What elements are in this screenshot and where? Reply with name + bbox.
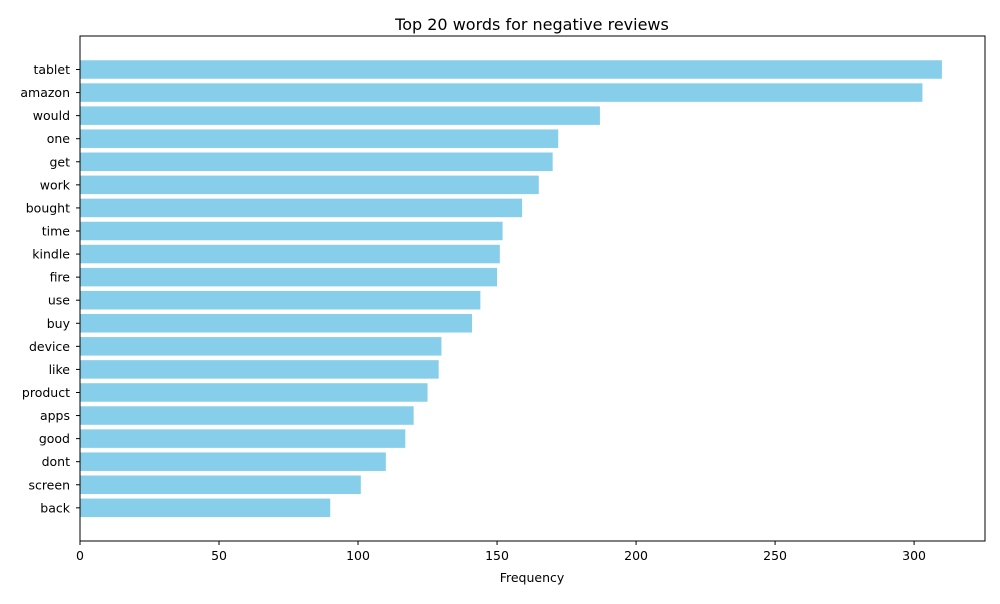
- y-tick-label: kindle: [32, 247, 70, 262]
- bar-good: [80, 429, 406, 448]
- plot-frame: [79, 35, 986, 542]
- bar-tablet: [80, 60, 942, 79]
- y-tick-label: good: [39, 431, 70, 446]
- bar-device: [80, 337, 442, 356]
- y-tick-label: time: [42, 223, 71, 238]
- bar-like: [80, 360, 439, 379]
- y-tick-label: use: [48, 293, 70, 308]
- bar-fire: [80, 267, 498, 287]
- x-tick-label: 0: [76, 548, 84, 563]
- x-axis-label: Frequency: [500, 570, 565, 585]
- bar-work: [80, 175, 539, 195]
- bars-group: [80, 60, 942, 518]
- bar-bought: [80, 198, 523, 218]
- y-tick-label: tablet: [33, 62, 70, 77]
- y-tick-label: device: [29, 339, 70, 354]
- y-tick-label: dont: [42, 454, 71, 469]
- bar-one: [80, 129, 559, 148]
- bar-would: [80, 106, 600, 125]
- bar-time: [80, 221, 503, 241]
- chart-title: Top 20 words for negative reviews: [394, 15, 669, 34]
- x-tick-label: 150: [485, 548, 509, 563]
- x-tick-label: 50: [211, 548, 227, 563]
- x-tick-label: 250: [763, 548, 787, 563]
- x-axis: 0 50 100 150 200 250 300: [76, 541, 926, 563]
- bar-kindle: [80, 244, 500, 264]
- y-tick-label: buy: [47, 316, 71, 331]
- y-tick-label: back: [40, 500, 70, 515]
- bar-apps: [80, 406, 414, 425]
- bar-screen: [80, 475, 361, 495]
- bar-buy: [80, 314, 473, 333]
- bar-get: [80, 152, 553, 172]
- y-axis: tablet amazon would one get work bought time kin…: [20, 62, 80, 515]
- y-tick-label: get: [49, 154, 70, 169]
- bar-amazon: [80, 83, 923, 102]
- bar-use: [80, 290, 481, 310]
- y-tick-label: work: [40, 177, 71, 192]
- x-tick-label: 100: [346, 548, 370, 563]
- bar-back: [80, 498, 331, 518]
- x-tick-label: 200: [624, 548, 648, 563]
- y-tick-label: one: [47, 131, 71, 146]
- y-tick-label: amazon: [20, 85, 70, 100]
- y-tick-label: fire: [50, 270, 71, 285]
- bar-dont: [80, 452, 386, 471]
- bar-product: [80, 383, 428, 402]
- y-tick-label: would: [33, 108, 70, 123]
- y-tick-label: bought: [26, 200, 70, 215]
- y-tick-label: product: [22, 385, 70, 400]
- y-tick-label: screen: [28, 477, 70, 492]
- x-tick-label: 300: [902, 548, 926, 563]
- y-tick-label: apps: [40, 408, 70, 423]
- y-tick-label: like: [49, 362, 71, 377]
